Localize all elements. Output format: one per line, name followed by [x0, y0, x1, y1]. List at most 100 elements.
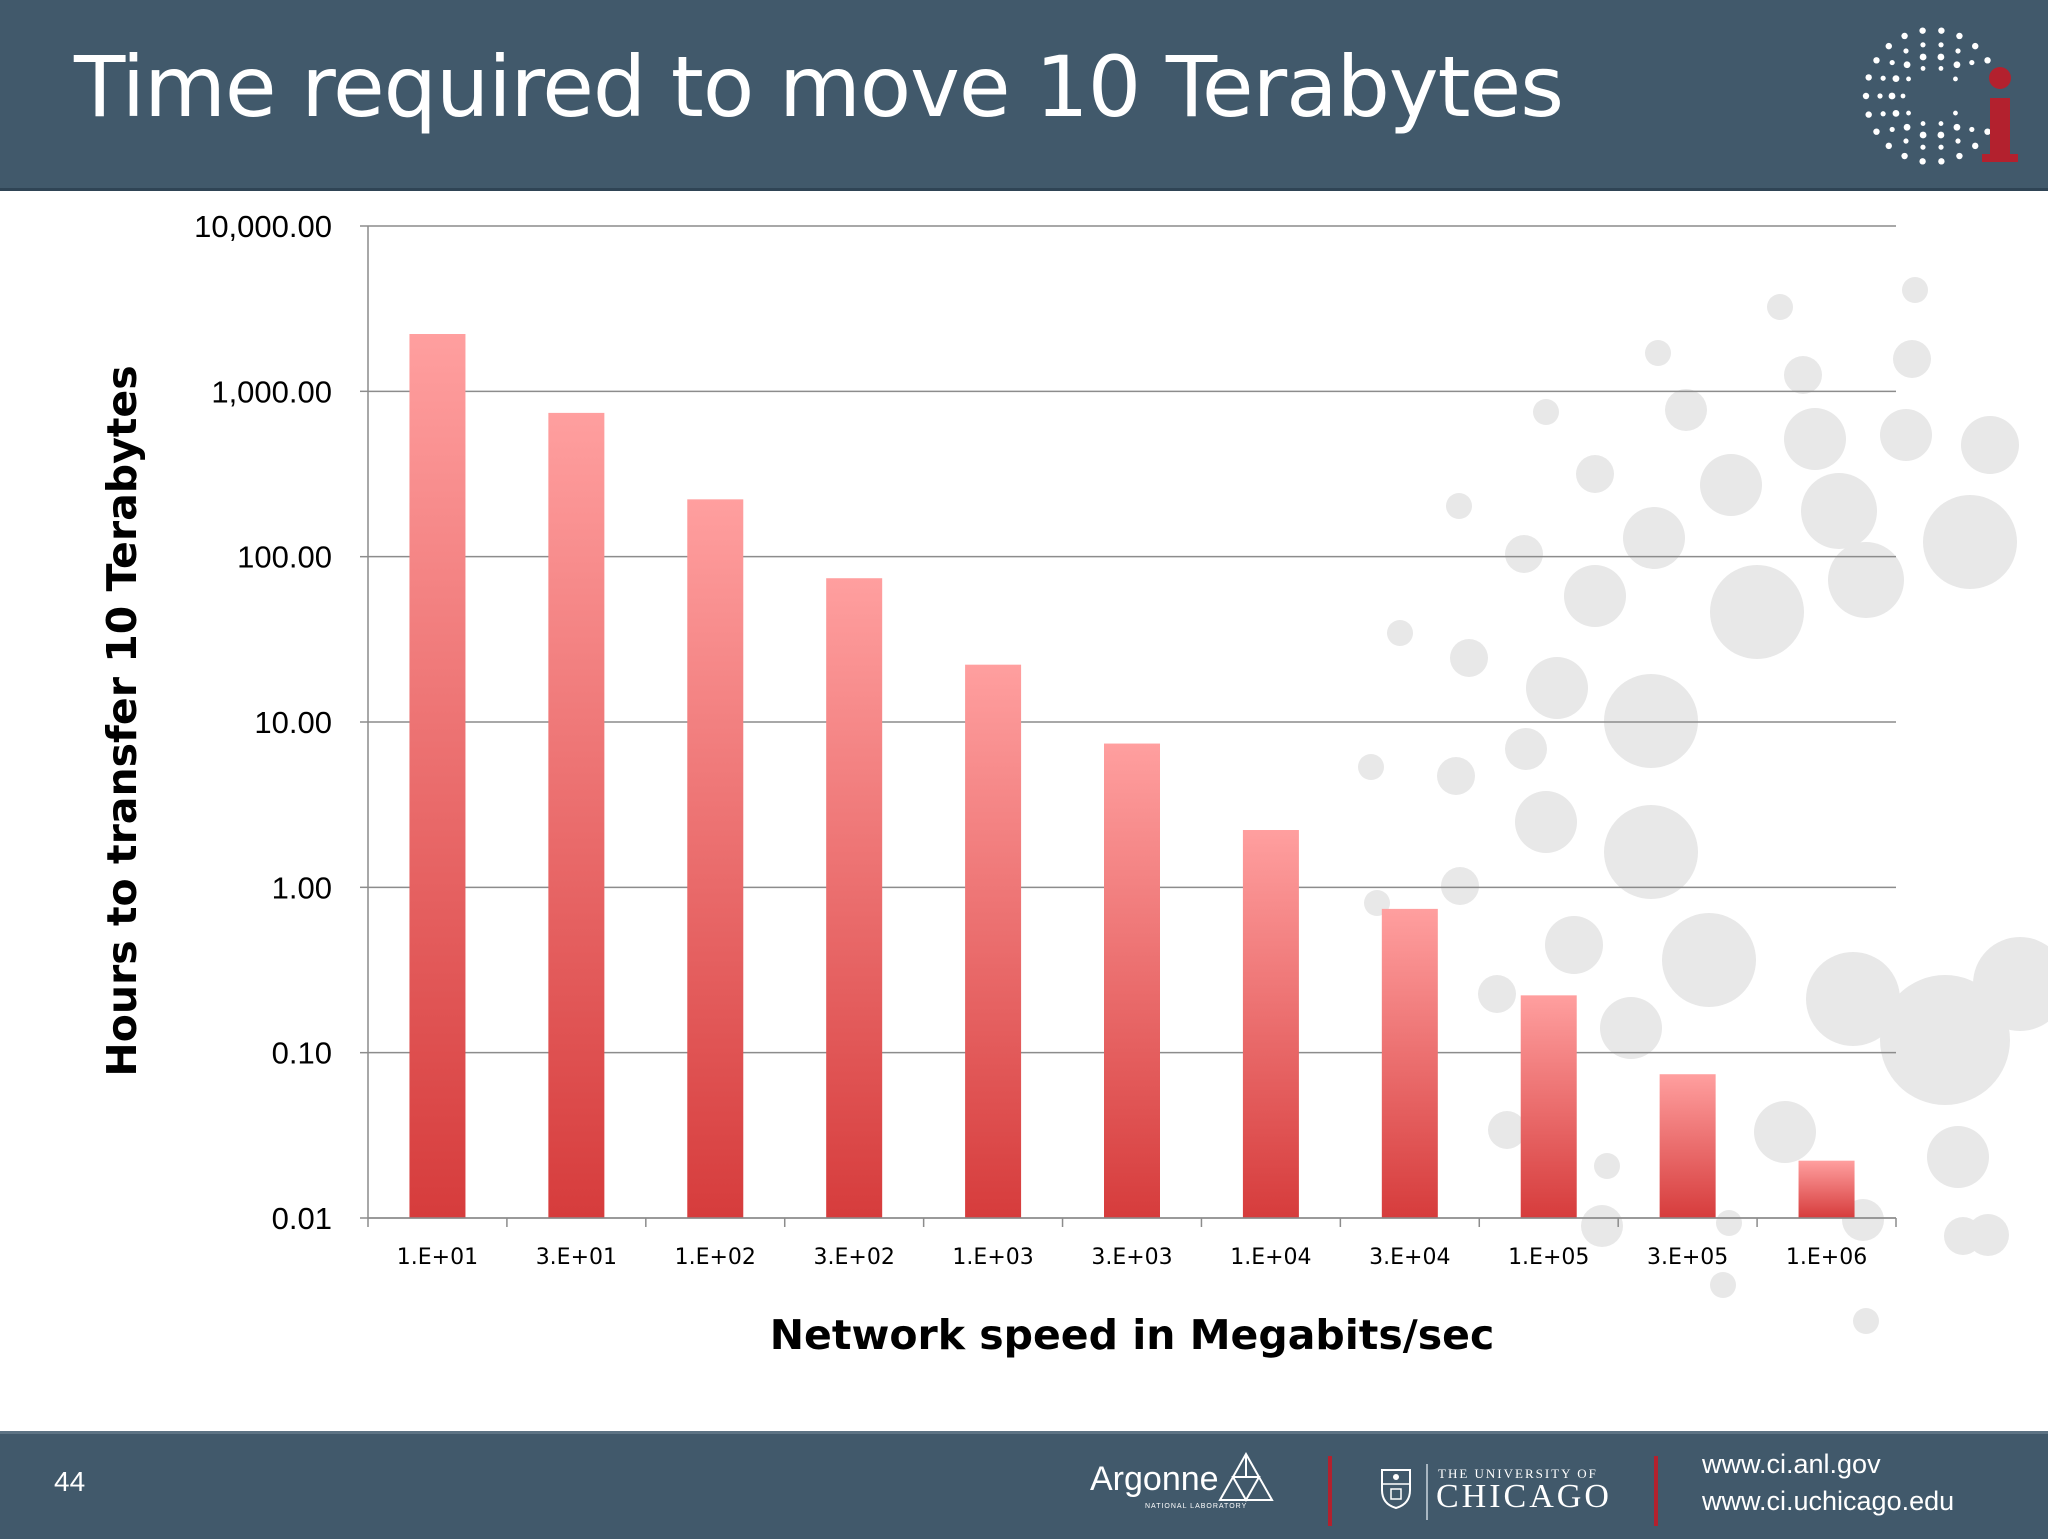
logo-dot	[1877, 93, 1883, 99]
decorative-dot	[1488, 1111, 1526, 1149]
decorative-dot	[1446, 493, 1472, 519]
bar	[1520, 995, 1577, 1218]
x-tick-label: 1.E+05	[1508, 1245, 1589, 1270]
x-tick-label: 1.E+02	[675, 1245, 756, 1270]
logo-dot	[1938, 121, 1944, 126]
title-bar: Time required to move 10 Terabytes	[0, 0, 2048, 191]
argonne-name: Argonne	[1090, 1460, 1219, 1498]
logo-dot	[1938, 158, 1945, 165]
bar	[409, 333, 466, 1218]
decorative-dot	[1927, 1126, 1989, 1188]
bar	[965, 664, 1022, 1218]
argonne-triangle-icon	[1218, 1452, 1274, 1503]
decorative-dot	[1533, 399, 1559, 425]
logo-dot	[1956, 32, 1963, 40]
ci-logo-icon	[1862, 27, 2018, 165]
logo-dot	[1901, 32, 1908, 40]
logo-dot	[1919, 53, 1927, 61]
logo-dot	[1955, 138, 1961, 144]
y-tick-label: 0.01	[272, 1201, 332, 1236]
x-tick-label: 3.E+03	[1091, 1245, 1172, 1270]
decorative-dot	[1665, 389, 1707, 431]
url-anl[interactable]: www.ci.anl.gov	[1702, 1449, 1881, 1479]
decorative-dot	[1604, 674, 1698, 768]
chart: 0.01 0.10 1.00 10.00 100.00 1,000.00 10,000.00…	[0, 191, 2048, 1431]
decorative-dot	[1716, 1210, 1742, 1236]
logo-dot	[1972, 42, 1979, 50]
logo-dot	[1906, 76, 1911, 82]
logo-dot	[1885, 42, 1892, 50]
uchicago-separator	[1426, 1464, 1428, 1520]
decorative-dot	[1784, 356, 1822, 394]
decorative-dot	[1880, 409, 1932, 461]
decorative-dot	[1662, 913, 1756, 1007]
uchicago-main-text: CHICAGO	[1436, 1478, 1612, 1515]
logo-dot	[1900, 93, 1906, 99]
decorative-dot	[1358, 754, 1384, 780]
bar	[687, 499, 744, 1218]
decorative-dot	[1526, 657, 1588, 719]
shield-icon	[1381, 1469, 1411, 1510]
logo-dot	[1919, 27, 1926, 34]
decorative-dot	[1515, 791, 1577, 853]
bar	[1798, 1160, 1855, 1218]
decorative-dot	[1505, 535, 1543, 573]
logo-dot	[1873, 128, 1880, 135]
logo-dot	[1920, 42, 1926, 48]
bar-chart: 0.01 0.10 1.00 10.00 100.00 1,000.00 10,000.00…	[98, 209, 2048, 1359]
decorative-dot	[1828, 542, 1904, 618]
x-tick-label: 3.E+01	[536, 1245, 617, 1270]
y-tick-label: 10.00	[254, 705, 332, 740]
logo-dot	[1903, 48, 1909, 54]
decorative-dot	[1893, 340, 1931, 378]
footer-divider	[1328, 1456, 1332, 1526]
decorative-dot	[1576, 455, 1614, 493]
bar	[548, 412, 605, 1218]
decorative-dot	[1505, 728, 1547, 770]
decorative-dot	[1600, 997, 1662, 1059]
decorative-dot	[1478, 975, 1516, 1013]
logo-dot	[1919, 158, 1926, 165]
y-tick-label: 100.00	[237, 540, 332, 575]
bar	[1659, 1074, 1716, 1218]
x-tick-label: 1.E+06	[1786, 1245, 1867, 1270]
logo-dot	[1938, 66, 1944, 71]
logo-dot	[1972, 142, 1979, 150]
x-tick-label: 1.E+01	[397, 1245, 478, 1270]
logo-dot	[1938, 144, 1944, 150]
logo-dot	[1906, 110, 1911, 116]
logo-dot	[1953, 76, 1958, 82]
decorative-dot	[1700, 454, 1762, 516]
logo-dot	[1880, 111, 1886, 117]
decorative-dot	[1581, 1205, 1623, 1247]
decorative-dot	[1604, 805, 1698, 899]
logo-dot	[1984, 57, 1991, 64]
logo-dot	[1953, 61, 1961, 69]
url-uchicago[interactable]: www.ci.uchicago.edu	[1702, 1486, 1955, 1516]
x-tick-label: 3.E+04	[1369, 1245, 1450, 1270]
logo-dot	[1969, 59, 1975, 66]
uchicago-top-text: THE UNIVERSITY OF	[1438, 1466, 1598, 1481]
decorative-dot	[1967, 1214, 2009, 1256]
argonne-subtitle: NATIONAL LABORATORY	[1145, 1503, 1248, 1510]
logo-dot	[1889, 126, 1895, 133]
bar	[1381, 908, 1438, 1218]
x-tick-label: 3.E+02	[814, 1245, 895, 1270]
decorative-dots	[1358, 277, 2048, 1334]
decorative-dot	[1806, 952, 1900, 1046]
bar	[1242, 830, 1299, 1218]
logo-dot	[1865, 111, 1872, 118]
y-tick-label: 1.00	[272, 870, 332, 905]
decorative-dot	[1801, 473, 1877, 549]
decorative-dot	[1387, 620, 1413, 646]
decorative-dot	[1623, 507, 1685, 569]
decorative-dot	[1450, 639, 1488, 677]
page-number: 44	[54, 1466, 86, 1497]
logo-dot	[1903, 123, 1911, 131]
logo-dot	[1937, 131, 1945, 139]
x-tick-label: 1.E+03	[952, 1245, 1033, 1270]
y-tick-label: 1,000.00	[211, 374, 332, 409]
logo-dot	[1938, 42, 1944, 48]
decorative-dot	[1902, 277, 1928, 303]
y-tick-label: 10,000.00	[194, 209, 332, 244]
